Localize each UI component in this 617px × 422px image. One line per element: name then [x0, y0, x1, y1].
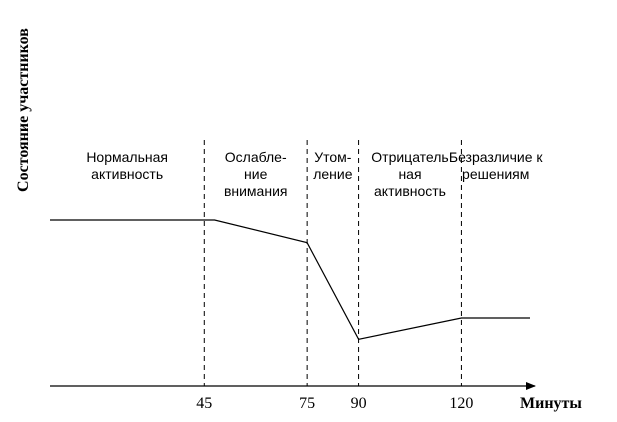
- phase-label-0: Нормальная активность: [86, 149, 168, 182]
- phase-label-line: активность: [91, 166, 163, 182]
- phase-label-line: активность: [374, 183, 446, 199]
- x-axis-title: Минуты: [520, 395, 582, 412]
- x-tick-labels: 45 75 90 120: [196, 395, 473, 412]
- x-tick-label-2: 90: [351, 395, 367, 412]
- phase-label-line: ние: [244, 166, 268, 182]
- series-line-0: [50, 219, 530, 340]
- phase-boundaries: [203, 140, 462, 386]
- phase-label-line: Нормальная: [86, 149, 168, 165]
- phase-label-line: внимания: [224, 183, 288, 199]
- phase-label-line: Утом-: [314, 149, 352, 165]
- x-tick-label-1: 75: [299, 395, 315, 412]
- phase-label-1: Ослабле-ние внимания: [224, 149, 288, 199]
- phase-label-line: Отрицатель: [371, 149, 448, 165]
- phase-label-line: ная: [398, 166, 421, 182]
- phase-label-3: Отрицатель ная активность: [371, 149, 448, 199]
- phase-label-line: решениям: [462, 166, 529, 182]
- series: [50, 219, 530, 340]
- x-tick-label-0: 45: [196, 395, 212, 412]
- phase-label-line: ление: [313, 166, 353, 182]
- phase-label-2: Утом-ление: [313, 149, 353, 182]
- phase-label-4: Безразличие к решениям: [449, 149, 544, 182]
- phase-label-line: Ослабле-: [225, 149, 287, 165]
- phase-label-line: Безразличие к: [449, 149, 544, 165]
- y-axis-title: Состояние участников: [15, 28, 32, 192]
- x-tick-label-3: 120: [449, 395, 473, 412]
